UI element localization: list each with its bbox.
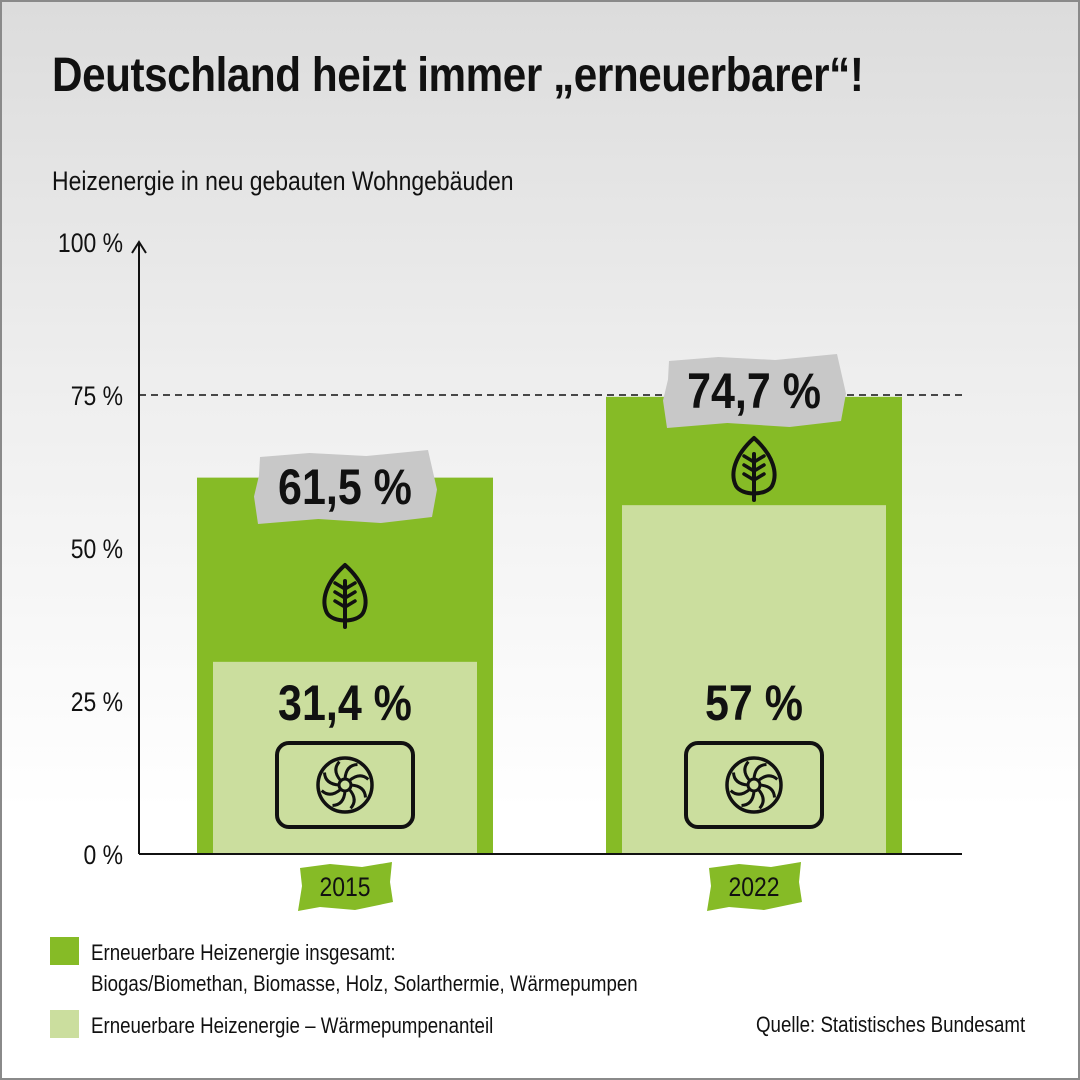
leaf-vein <box>742 463 766 473</box>
page-title: Deutschland heizt immer „erneuerbarer“! <box>52 49 864 102</box>
heat-pump-fan-blade <box>732 772 749 787</box>
label-box-total-2022 <box>663 354 846 428</box>
legend-label-heat-pump-line-1: Erneuerbare Heizenergie – Wärmepumpenant… <box>91 1013 494 1038</box>
legend-item-heat-pump: Erneuerbare Heizenergie – Wärmepumpenant… <box>50 1010 564 1041</box>
heat-pump-fan-blade <box>741 790 756 807</box>
heat-pump-fan-blade <box>323 772 340 787</box>
leaf-vein <box>333 581 357 591</box>
label-box-total-2015 <box>254 450 437 524</box>
heat-pump-fan-blade <box>752 763 767 780</box>
heat-pump-fan-blade <box>743 760 751 782</box>
x-tick-label: 2015 <box>319 872 370 902</box>
leaf-vein <box>333 599 357 609</box>
heat-pump-fan-blade <box>350 783 367 798</box>
heat-pump-fan-blade <box>343 763 358 780</box>
heat-pump-fan-blade <box>759 783 776 798</box>
heat-pump-housing <box>684 741 824 829</box>
x-tick-label: 2022 <box>728 872 779 902</box>
heat-pump-fan-blade <box>332 790 347 807</box>
value-label-heat-pump-2015: 31,4 % <box>278 675 412 731</box>
legend-item-total: Erneuerbare Heizenergie insgesamt: Bioga… <box>50 937 734 999</box>
y-tick-label: 0 % <box>83 840 123 870</box>
y-tick-label: 75 % <box>71 381 123 411</box>
y-tick-label: 50 % <box>71 534 123 564</box>
heat-pump-housing <box>275 741 415 829</box>
heat-pump-fan-blade <box>757 788 765 810</box>
heat-pump-icon <box>275 741 415 829</box>
leaf-vein <box>333 590 357 600</box>
legend-label-total: Erneuerbare Heizenergie insgesamt: Bioga… <box>91 937 638 999</box>
heat-pump-fan-blade <box>348 788 356 810</box>
value-label-total-2015: 61,5 % <box>278 459 412 515</box>
legend-label-heat-pump: Erneuerbare Heizenergie – Wärmepumpenant… <box>91 1010 493 1041</box>
value-label-heat-pump-2022: 57 % <box>705 675 803 731</box>
legend-label-total-line-2: Biogas/Biomethan, Biomasse, Holz, Solart… <box>91 971 638 996</box>
year-tag-2022 <box>707 862 802 911</box>
heat-pump-fan-ring <box>316 756 374 814</box>
value-label-total-2022: 74,7 % <box>687 363 821 419</box>
y-axis-arrow <box>131 240 147 254</box>
y-tick-label: 25 % <box>71 687 123 717</box>
chart-subtitle: Heizenergie in neu gebauten Wohngebäuden <box>52 166 514 196</box>
source-note: Quelle: Statistisches Bundesamt <box>756 1012 1026 1037</box>
heat-pump-fan-blade <box>757 774 779 782</box>
heat-pump-fan-blade <box>348 774 370 782</box>
year-tag-2015 <box>298 862 393 911</box>
leaf-vein <box>742 454 766 464</box>
leaf-vein <box>742 472 766 482</box>
heat-pump-fan-ring <box>725 756 783 814</box>
heat-pump-icon <box>684 741 824 829</box>
y-tick-label: 100 % <box>58 228 123 258</box>
heat-pump-fan-blade <box>334 760 342 782</box>
legend-swatch-heat-pump <box>50 1010 79 1038</box>
legend-label-total-line-1: Erneuerbare Heizenergie insgesamt: <box>91 940 396 965</box>
legend-swatch-total <box>50 937 79 965</box>
heat-pump-fan-blade <box>729 788 751 796</box>
leaf-icon <box>322 563 368 629</box>
heat-pump-fan-blade <box>320 788 342 796</box>
leaf-icon <box>731 436 777 502</box>
